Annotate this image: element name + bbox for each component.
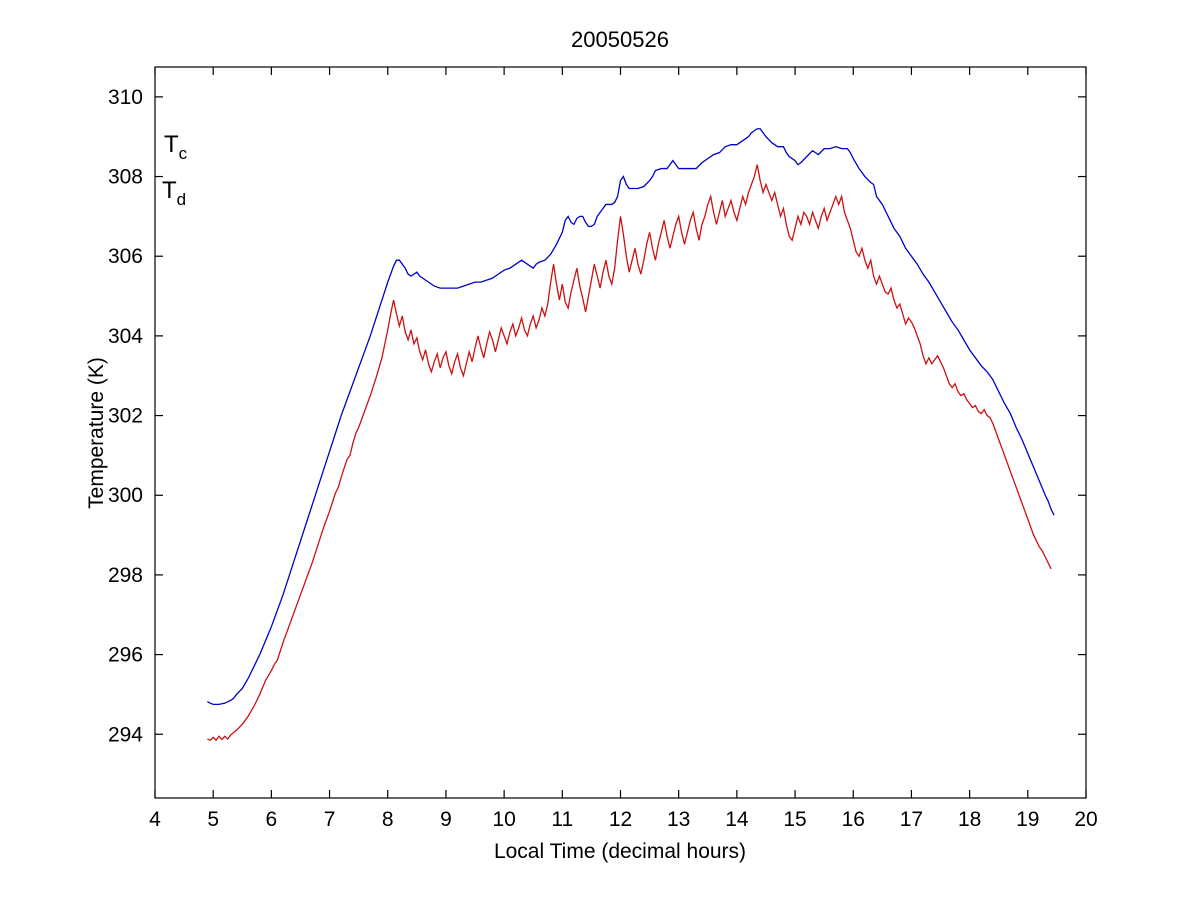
y-tick-label: 298 bbox=[108, 564, 143, 587]
legend-td-main: T bbox=[162, 177, 177, 204]
x-tick-label: 14 bbox=[725, 808, 749, 831]
series-line-t-d bbox=[207, 164, 1052, 742]
y-tick-label: 302 bbox=[108, 405, 143, 428]
y-tick-label: 296 bbox=[108, 644, 143, 667]
tick-labels-group: 4 5 6 7 8 9 10 11 12 13 14 15 16 17 18 19 20 294 296 298 300… bbox=[108, 86, 1098, 831]
x-tick-label: 4 bbox=[149, 808, 161, 831]
x-tick-label: 16 bbox=[842, 808, 865, 831]
legend-label-tc: Tc bbox=[164, 131, 188, 163]
legend-tc-main: T bbox=[164, 131, 179, 158]
ticks-group bbox=[154, 67, 1087, 798]
legend-td-subscript: d bbox=[177, 190, 186, 209]
x-tick-label: 5 bbox=[207, 808, 219, 831]
legend-label-td: Td bbox=[162, 177, 186, 209]
y-tick-label: 294 bbox=[108, 723, 143, 746]
x-tick-label: 8 bbox=[382, 808, 394, 831]
x-tick-label: 18 bbox=[958, 808, 981, 831]
x-tick-label: 7 bbox=[324, 808, 336, 831]
x-tick-label: 13 bbox=[667, 808, 690, 831]
y-axis-label: Temperature (K) bbox=[85, 357, 108, 509]
x-tick-label: 10 bbox=[492, 808, 515, 831]
x-tick-label: 11 bbox=[551, 808, 573, 831]
series-group bbox=[207, 128, 1055, 742]
y-tick-label: 304 bbox=[108, 325, 143, 348]
y-tick-label: 300 bbox=[108, 484, 143, 507]
x-tick-label: 9 bbox=[440, 808, 452, 831]
y-tick-label: 310 bbox=[108, 86, 143, 109]
x-tick-label: 12 bbox=[609, 808, 632, 831]
legend-tc-subscript: c bbox=[179, 144, 188, 163]
plot-box bbox=[154, 66, 1087, 799]
x-tick-label: 20 bbox=[1074, 808, 1097, 831]
y-tick-label: 306 bbox=[108, 245, 143, 268]
x-tick-label: 6 bbox=[266, 808, 278, 831]
plot-title: 20050526 bbox=[571, 27, 669, 52]
series-line-t-c bbox=[207, 128, 1055, 706]
x-tick-label: 19 bbox=[1016, 808, 1039, 831]
x-tick-label: 17 bbox=[900, 808, 923, 831]
y-tick-label: 308 bbox=[108, 166, 143, 189]
x-axis-label: Local Time (decimal hours) bbox=[494, 840, 746, 863]
x-tick-label: 15 bbox=[783, 808, 806, 831]
